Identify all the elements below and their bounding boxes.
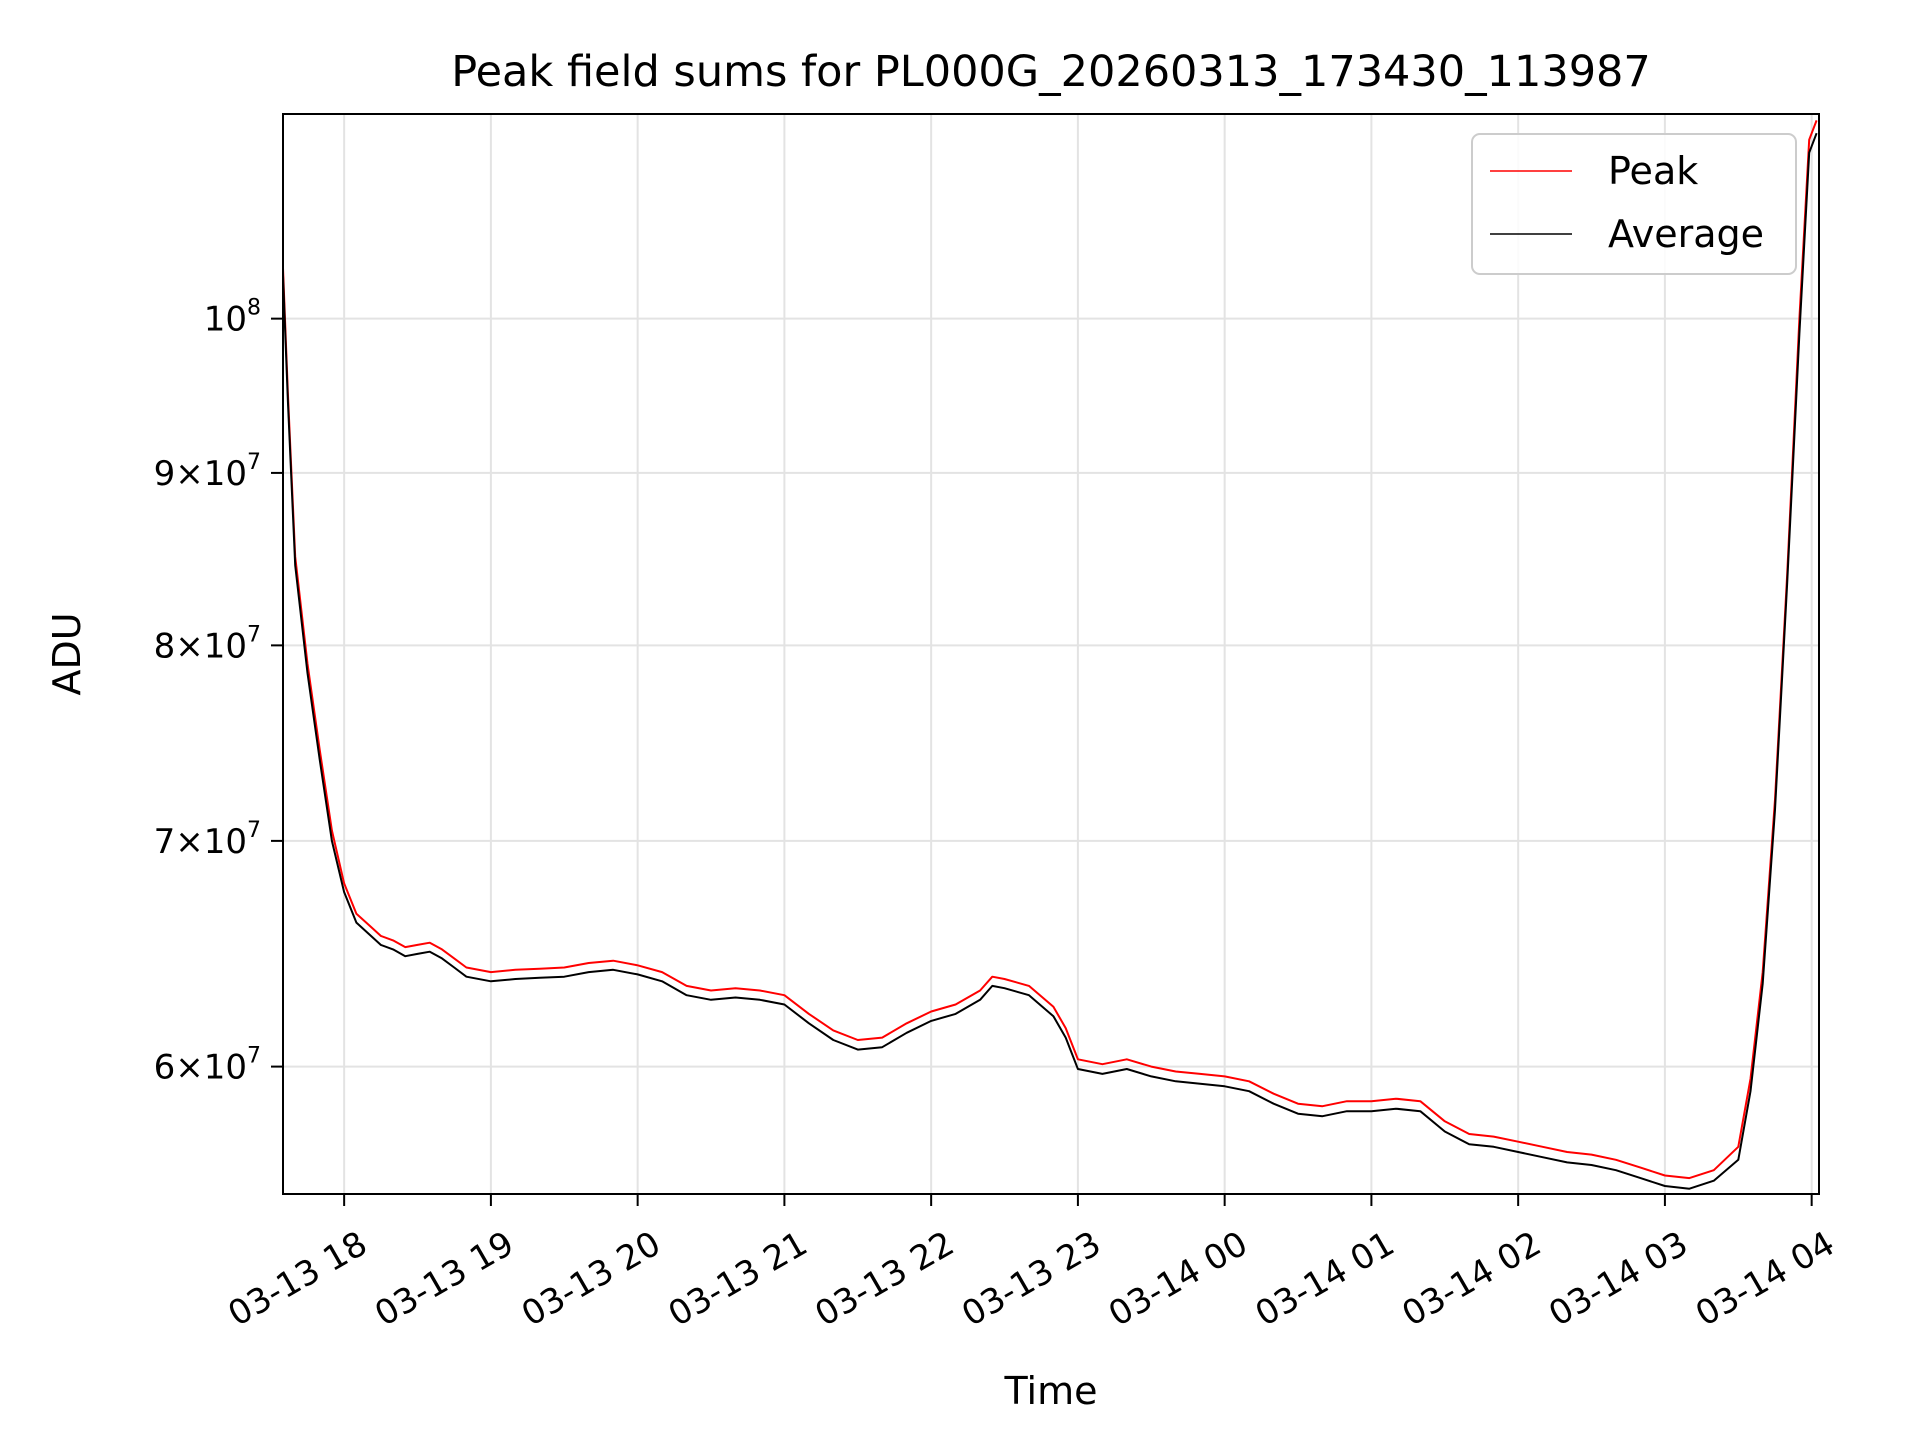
- series-line-peak: [282, 120, 1818, 1180]
- grid: [283, 114, 1819, 1194]
- series-line-average: [282, 132, 1818, 1190]
- y-tick-label: 108: [204, 296, 261, 340]
- legend-label-peak: Peak: [1608, 149, 1698, 193]
- axes-frame: [282, 113, 1820, 1195]
- y-axis-label: ADU: [45, 612, 89, 695]
- y-tick-label: 6×107: [154, 1044, 261, 1088]
- y-tick-label: 9×107: [154, 450, 261, 494]
- y-tick-label: 8×107: [154, 622, 261, 666]
- chart-title: Peak field sums for PL000G_20260313_1734…: [451, 47, 1651, 97]
- y-axis: 108 9×107 8×107 7×107 6×107: [154, 296, 283, 1088]
- legend-label-average: Average: [1608, 212, 1764, 256]
- legend-box: [1471, 133, 1797, 275]
- plot-area: [282, 120, 1818, 1190]
- legend: Peak Average: [1471, 133, 1797, 275]
- y-tick-label: 7×107: [154, 818, 261, 862]
- x-axis-label: Time: [1004, 1369, 1098, 1413]
